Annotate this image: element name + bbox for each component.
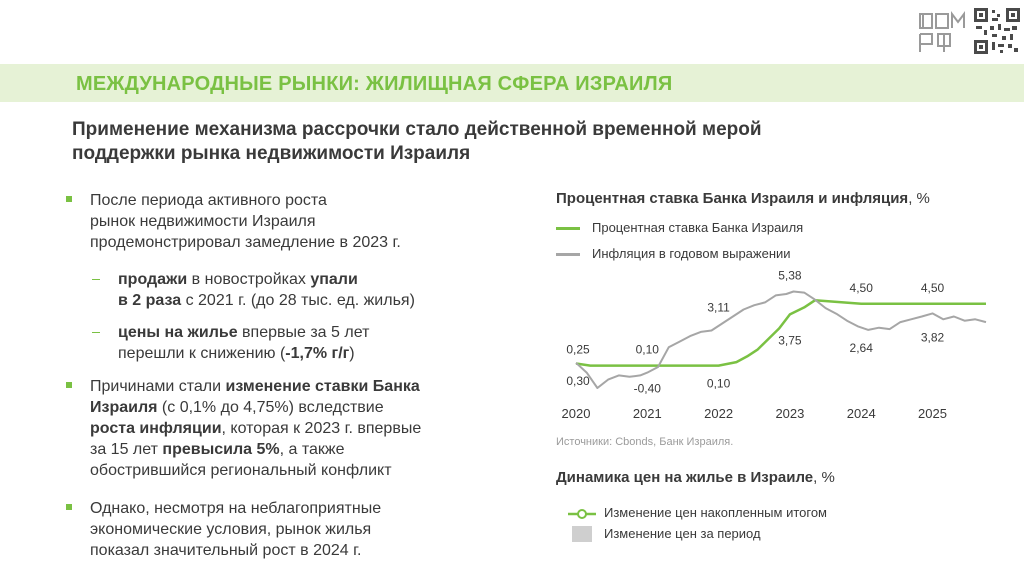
bullet-strong: роста инфляции — [90, 420, 222, 437]
bullet-text: обострившийся региональный конфликт — [90, 462, 392, 479]
dash-marker — [92, 332, 100, 333]
page-title: МЕЖДУНАРОДНЫЕ РЫНКИ: ЖИЛИЩНАЯ СФЕРА ИЗРА… — [76, 73, 673, 95]
x-tick-label: 2023 — [775, 406, 804, 421]
data-label: 3,11 — [707, 300, 730, 314]
bullet-text: , которая к 2023 г. впервые — [221, 420, 422, 437]
bullet-strong: продажи — [118, 271, 188, 288]
data-label: 4,50 — [850, 281, 874, 295]
bullet-text: Однако, несмотря на неблагоприятные — [90, 500, 382, 517]
bullet-text: Причинами стали — [90, 378, 226, 395]
chart-source: Источники: Cbonds, Банк Израиля. — [556, 436, 734, 448]
qr-code — [974, 8, 1020, 54]
legend-label: Изменение цен накопленным итогом — [604, 505, 827, 520]
legend-label: Инфляция в годовом выражении — [592, 246, 791, 261]
data-label: 2,64 — [850, 341, 874, 355]
bullet-strong: превысила 5% — [162, 441, 280, 458]
chart-title: Процентная ставка Банка Израиля и инфляц… — [556, 190, 930, 207]
bullet-text: , а также — [279, 441, 345, 458]
bullet-strong: в 2 раза — [118, 292, 182, 309]
legend-swatch — [556, 253, 580, 256]
x-tick-label: 2024 — [847, 406, 876, 421]
legend-line-marker-icon — [568, 509, 596, 519]
chart-title-text: Процентная ставка Банка Израиля и инфляц… — [556, 190, 909, 207]
data-label: 0,30 — [566, 374, 590, 388]
x-tick-label: 2020 — [562, 406, 591, 421]
title-band: МЕЖДУНАРОДНЫЕ РЫНКИ: ЖИЛИЩНАЯ СФЕРА ИЗРА… — [0, 64, 1024, 102]
bullet-strong: -1,7% г/г — [285, 345, 350, 362]
bullet-text: ) — [349, 345, 355, 362]
bullet-text: экономические условия, рынок жилья — [90, 521, 372, 538]
data-label: 3,82 — [921, 330, 945, 344]
x-tick-label: 2025 — [918, 406, 947, 421]
bullet-marker — [66, 504, 72, 510]
dash-marker — [92, 279, 100, 280]
bullet-text: продемонстрировал замедление в 2023 г. — [90, 234, 401, 251]
bullet-text: за 15 лет — [90, 441, 163, 458]
data-label: 5,38 — [778, 270, 802, 283]
chart2-title-text: Динамика цен на жилье в Израиле — [556, 469, 814, 486]
bullet-strong: упали — [310, 271, 358, 288]
subtitle-line-2: поддержки рынка недвижимости Израиля — [72, 143, 471, 164]
bullet-text: После периода активного роста — [90, 192, 327, 209]
legend-swatch — [556, 227, 580, 230]
bullet-text: в новостройках — [187, 271, 311, 288]
dom-rf-logo — [919, 11, 965, 52]
chart2-title-unit: , % — [813, 469, 835, 486]
legend-swatch — [572, 526, 592, 542]
slide-subtitle: Применение механизма рассрочки стало дей… — [72, 118, 892, 166]
bullet-text: с 2021 г. (до 28 тыс. ед. жилья) — [181, 292, 415, 309]
subtitle-line-1: Применение механизма рассрочки стало дей… — [72, 119, 762, 140]
data-label: -0,40 — [634, 382, 662, 396]
bullet-text: (с 0,1% до 4,75%) вследствие — [157, 399, 384, 416]
bullet-text: показал значительный рост в 2024 г. — [90, 542, 362, 559]
series-line-inflation — [575, 290, 987, 389]
data-label: 0,25 — [566, 342, 590, 356]
chart2-title: Динамика цен на жилье в Израиле, % — [556, 469, 835, 486]
bullet-strong: Израиля — [90, 399, 158, 416]
bullet-strong: изменение ставки Банка — [225, 378, 420, 395]
legend-label: Процентная ставка Банка Израиля — [592, 220, 804, 235]
x-tick-label: 2022 — [704, 406, 733, 421]
data-label: 0,10 — [707, 377, 731, 391]
bullet-text: перешли к снижению ( — [118, 345, 286, 362]
data-label: 0,10 — [636, 343, 660, 357]
data-label: 4,50 — [921, 281, 945, 295]
bullet-strong: цены на жилье — [118, 324, 238, 341]
rate-inflation-chart: 2020 2021 2022 2023 2024 2025 0,25 0,30 0,10 -0,4… — [562, 270, 987, 421]
chart-title-unit: , % — [908, 190, 930, 207]
data-label: 3,75 — [778, 333, 802, 347]
bullet-marker — [66, 196, 72, 202]
bullet-marker — [66, 382, 72, 388]
legend-label: Изменение цен за период — [604, 526, 761, 541]
bullet-text: рынок недвижимости Израиля — [90, 213, 316, 230]
bullet-text: впервые за 5 лет — [237, 324, 370, 341]
x-tick-label: 2021 — [633, 406, 662, 421]
